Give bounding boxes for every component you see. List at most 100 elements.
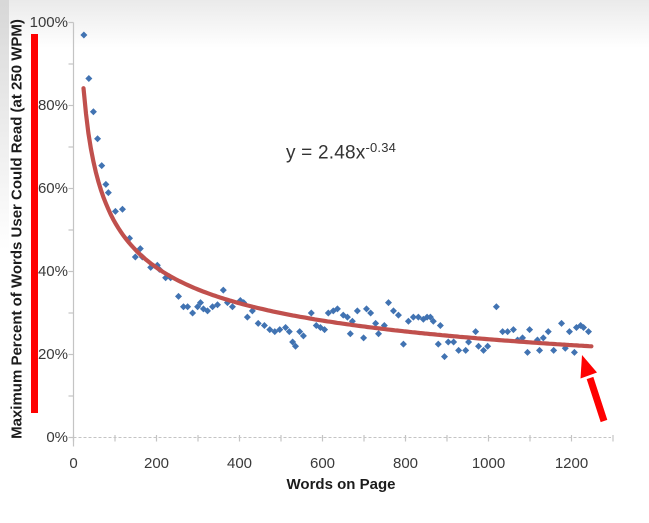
data-point xyxy=(375,330,383,338)
y-axis-highlight-bar xyxy=(31,34,38,413)
data-point xyxy=(131,253,139,261)
data-point xyxy=(504,328,512,336)
data-point xyxy=(102,180,110,188)
data-point xyxy=(444,338,452,346)
data-point xyxy=(362,305,370,313)
data-point xyxy=(526,326,534,334)
x-tick-label: 800 xyxy=(392,455,419,472)
data-point xyxy=(196,299,204,307)
y-axis-title: Maximum Percent of Words User Could Read… xyxy=(8,19,26,439)
data-point xyxy=(260,321,268,329)
data-point xyxy=(266,326,274,334)
y-tick-label: 20% xyxy=(37,345,68,363)
x-tick-label: 1000 xyxy=(471,455,506,472)
data-point xyxy=(299,332,307,340)
data-point xyxy=(104,189,112,197)
scatter-series xyxy=(80,31,593,361)
data-point xyxy=(98,162,106,170)
data-point xyxy=(399,340,407,348)
data-point xyxy=(184,303,192,311)
data-point xyxy=(372,319,380,327)
trendline-equation-label: y = 2.48x-0.34 xyxy=(286,139,396,164)
trendline xyxy=(81,86,594,349)
data-point xyxy=(550,346,558,354)
data-point xyxy=(271,328,279,336)
data-point xyxy=(360,334,368,342)
data-point xyxy=(585,328,593,336)
data-point xyxy=(480,346,488,354)
data-point xyxy=(346,330,354,338)
annotation-arrow xyxy=(580,355,608,423)
data-point xyxy=(111,207,119,215)
page-left-gradient xyxy=(0,0,9,250)
data-point xyxy=(214,301,222,309)
data-point xyxy=(414,313,422,321)
data-point xyxy=(292,342,300,350)
data-point xyxy=(118,205,126,213)
data-point xyxy=(565,328,573,336)
data-point xyxy=(307,309,315,317)
data-point xyxy=(321,326,329,334)
data-point xyxy=(580,324,588,332)
data-point xyxy=(228,303,236,311)
data-point xyxy=(194,303,202,311)
data-point xyxy=(282,324,290,332)
data-point xyxy=(179,303,187,311)
data-point xyxy=(174,292,182,300)
data-point xyxy=(436,321,444,329)
x-tick-label: 400 xyxy=(226,455,253,472)
data-point xyxy=(394,311,402,319)
y-tick-label: 60% xyxy=(37,179,68,197)
data-point xyxy=(558,319,566,327)
y-tick-label: 0% xyxy=(46,428,68,446)
x-axis-title: Words on Page xyxy=(286,476,396,493)
data-point xyxy=(544,328,552,336)
data-point xyxy=(465,338,473,346)
data-point xyxy=(404,317,412,325)
x-tick-label: 0 xyxy=(69,455,78,472)
x-tick-label: 600 xyxy=(309,455,336,472)
data-point xyxy=(343,313,351,321)
data-point xyxy=(570,348,578,356)
data-point xyxy=(89,108,97,116)
data-point xyxy=(189,309,197,317)
data-point xyxy=(384,299,392,307)
data-point xyxy=(254,319,262,327)
data-point xyxy=(462,346,470,354)
data-point xyxy=(455,346,463,354)
data-point xyxy=(492,303,500,311)
data-point xyxy=(209,303,217,311)
data-point xyxy=(94,135,102,143)
equation-exponent: -0.34 xyxy=(365,140,397,155)
y-tick-label: 40% xyxy=(37,262,68,280)
data-point xyxy=(499,328,507,336)
data-point xyxy=(85,75,93,83)
y-tick-label: 80% xyxy=(37,96,68,114)
data-point xyxy=(426,313,434,321)
data-point xyxy=(524,348,532,356)
data-point xyxy=(296,328,304,336)
data-point xyxy=(333,305,341,313)
data-point xyxy=(285,328,293,336)
data-point xyxy=(80,31,88,39)
page-top-gradient xyxy=(0,0,649,48)
y-tick-label: 100% xyxy=(29,13,68,31)
data-point xyxy=(509,326,517,334)
data-point xyxy=(434,340,442,348)
data-point xyxy=(484,342,492,350)
data-point xyxy=(324,309,332,317)
data-point xyxy=(409,313,417,321)
data-point xyxy=(367,309,375,317)
data-point xyxy=(475,342,483,350)
data-point xyxy=(536,346,544,354)
data-point xyxy=(539,334,547,342)
data-point xyxy=(450,338,458,346)
data-point xyxy=(219,286,227,294)
data-point xyxy=(204,307,212,315)
data-point xyxy=(389,307,397,315)
data-point xyxy=(429,317,437,325)
axes xyxy=(68,21,614,447)
data-point xyxy=(276,326,284,334)
